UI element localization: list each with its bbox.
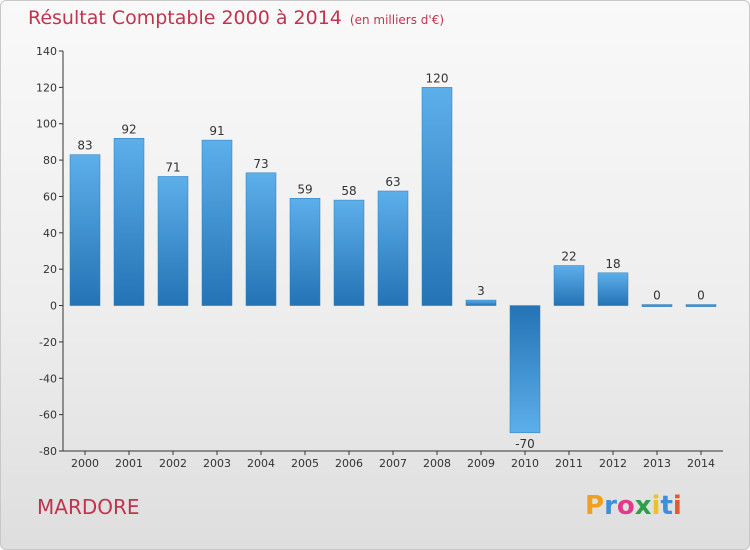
data-label: -70: [515, 437, 535, 451]
data-label: 120: [426, 71, 449, 85]
x-tick-label: 2000: [71, 457, 99, 470]
y-tick-label: -60: [39, 409, 57, 422]
y-tick-label: -80: [39, 445, 57, 458]
y-tick-label: 0: [50, 300, 57, 313]
logo-letter: P: [585, 491, 605, 521]
bar: [465, 299, 497, 306]
logo-letter: t: [660, 491, 673, 521]
y-tick-label: 80: [43, 154, 57, 167]
bar: [245, 172, 277, 306]
bar: [597, 272, 629, 306]
y-tick-label: 140: [36, 45, 57, 58]
x-tick-label: 2010: [511, 457, 539, 470]
y-tick-label: -20: [39, 336, 57, 349]
x-tick-label: 2007: [379, 457, 407, 470]
data-label: 83: [77, 139, 92, 153]
data-label: 3: [477, 284, 485, 298]
bar: [333, 199, 365, 306]
logo-letter: r: [604, 491, 617, 521]
y-tick-label: 120: [36, 81, 57, 94]
x-tick-label: 2011: [555, 457, 583, 470]
bar: [201, 139, 233, 306]
y-tick-label: 100: [36, 118, 57, 131]
x-tick-label: 2013: [643, 457, 671, 470]
logo-letter: x: [634, 491, 652, 521]
y-tick-label: 20: [43, 263, 57, 276]
data-label: 92: [121, 122, 136, 136]
data-label: 91: [209, 124, 224, 138]
data-label: 0: [653, 289, 661, 303]
bar: [685, 304, 717, 307]
data-label: 22: [561, 250, 576, 264]
bar: [113, 138, 145, 306]
y-tick-label: -40: [39, 372, 57, 385]
x-tick-label: 2003: [203, 457, 231, 470]
chart-title: Résultat Comptable 2000 à 2014 (en millie…: [28, 7, 444, 29]
logo-letter: o: [616, 491, 635, 521]
city-name: MARDORE: [37, 495, 140, 519]
bar: [421, 87, 453, 306]
x-tick-label: 2009: [467, 457, 495, 470]
data-labels: 83 92 71 91 73 59 58 63 120 3 -70 22 18 0 0: [77, 71, 704, 450]
unit-text: (en milliers d'€): [349, 13, 445, 27]
x-axis: 2000 2001 2002 2003 2004 2005 2006 2007 2008 2009…: [63, 450, 723, 470]
bar: [509, 305, 541, 434]
bar: [641, 304, 673, 307]
y-tick-label: 60: [43, 190, 57, 203]
logo-letter: i: [651, 491, 661, 521]
bar: [289, 198, 321, 306]
x-tick-label: 2012: [599, 457, 627, 470]
data-label: 0: [697, 289, 705, 303]
x-tick-label: 2005: [291, 457, 319, 470]
title-text: Résultat Comptable 2000 à 2014: [28, 7, 342, 29]
proxiti-logo[interactable]: Proxiti: [585, 491, 682, 521]
x-tick-label: 2002: [159, 457, 187, 470]
x-tick-label: 2001: [115, 457, 143, 470]
data-label: 59: [297, 182, 312, 196]
x-tick-label: 2006: [335, 457, 363, 470]
y-axis: 140 120 100 80 60 40 20 0 -20 -40 -60 -80: [36, 45, 64, 458]
logo-letter: i: [672, 491, 682, 521]
data-label: 18: [605, 257, 620, 271]
x-tick-label: 2014: [687, 457, 715, 470]
bar: [157, 176, 189, 306]
bar: [69, 154, 101, 306]
data-label: 73: [253, 157, 268, 171]
x-tick-label: 2004: [247, 457, 275, 470]
data-label: 71: [165, 160, 180, 174]
bars: [69, 87, 717, 434]
y-tick-label: 40: [43, 227, 57, 240]
x-tick-label: 2008: [423, 457, 451, 470]
bar: [377, 190, 409, 306]
bar: [553, 265, 585, 306]
data-label: 58: [341, 184, 356, 198]
data-label: 63: [385, 175, 400, 189]
